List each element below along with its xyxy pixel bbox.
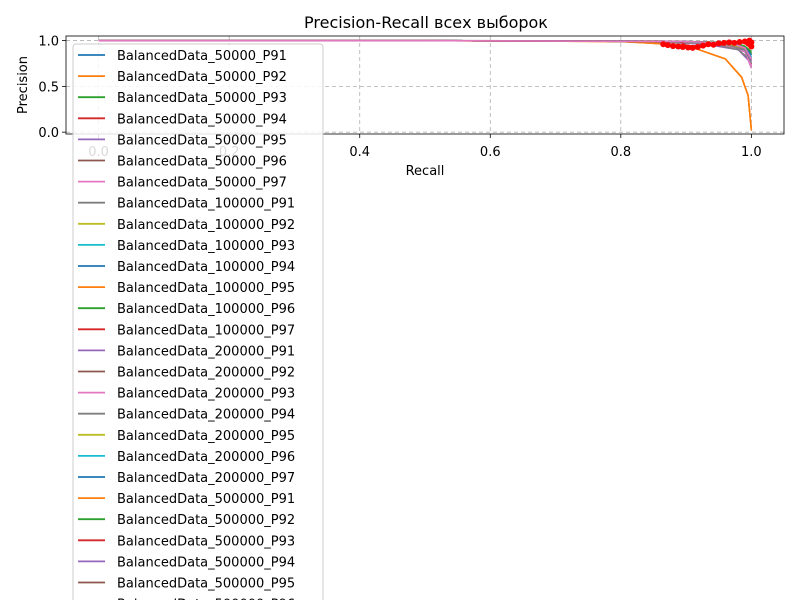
marker-point	[726, 39, 732, 45]
marker-point	[721, 40, 727, 46]
legend-label: BalancedData_500000_P93	[117, 534, 295, 549]
legend-label: BalancedData_200000_P91	[117, 344, 295, 359]
legend-label: BalancedData_200000_P93	[117, 387, 295, 402]
legend-label: BalancedData_50000_P96	[117, 155, 287, 170]
marker-point	[746, 38, 752, 44]
x-tick-label: 0.6	[480, 145, 501, 160]
x-tick-label: 0.4	[349, 145, 370, 160]
marker-point	[716, 40, 722, 46]
marker-point	[665, 42, 671, 48]
legend-label: BalancedData_500000_P94	[117, 555, 295, 570]
marker-point	[711, 42, 717, 48]
y-axis-label: Precision	[16, 56, 31, 114]
chart-title: Precision-Recall всех выборок	[304, 13, 548, 32]
legend-label: BalancedData_200000_P95	[117, 429, 295, 444]
x-tick-label: 1.0	[741, 145, 762, 160]
legend-label: BalancedData_100000_P96	[117, 302, 295, 317]
marker-point	[680, 44, 686, 50]
marker-point	[705, 41, 711, 47]
legend-label: BalancedData_50000_P97	[117, 176, 287, 191]
legend-label: BalancedData_50000_P93	[117, 91, 287, 106]
legend-label: BalancedData_200000_P94	[117, 408, 295, 423]
legend-label: BalancedData_100000_P92	[117, 218, 295, 233]
x-tick-label: 0.8	[610, 145, 631, 160]
x-axis-label: Recall	[406, 164, 445, 179]
marker-point	[731, 40, 737, 46]
y-tick-label: 0.0	[38, 126, 59, 141]
legend-label: BalancedData_200000_P97	[117, 471, 295, 486]
legend-label: BalancedData_50000_P94	[117, 112, 287, 127]
marker-point	[690, 45, 696, 51]
legend-label: BalancedData_100000_P91	[117, 197, 295, 212]
legend-label: BalancedData_500000_P95	[117, 577, 295, 592]
y-tick-label: 0.5	[38, 80, 59, 95]
legend-label: BalancedData_500000_P92	[117, 513, 295, 528]
legend: BalancedData_50000_P91 BalancedData_50000…	[73, 44, 323, 600]
legend-label: BalancedData_50000_P91	[117, 49, 287, 64]
legend-label: BalancedData_50000_P92	[117, 70, 287, 85]
legend-label: BalancedData_100000_P93	[117, 239, 295, 254]
legend-label: BalancedData_100000_P97	[117, 323, 295, 338]
legend-label: BalancedData_100000_P94	[117, 260, 295, 275]
legend-label: BalancedData_100000_P95	[117, 281, 295, 296]
legend-label: BalancedData_200000_P92	[117, 366, 295, 381]
marker-point	[737, 39, 743, 45]
legend-label: BalancedData_200000_P96	[117, 450, 295, 465]
marker-point	[700, 43, 706, 49]
marker-point	[670, 43, 676, 49]
legend-label: BalancedData_500000_P91	[117, 492, 295, 507]
marker-point	[695, 44, 701, 50]
y-tick-label: 1.0	[38, 35, 59, 50]
legend-label: BalancedData_50000_P95	[117, 133, 287, 148]
